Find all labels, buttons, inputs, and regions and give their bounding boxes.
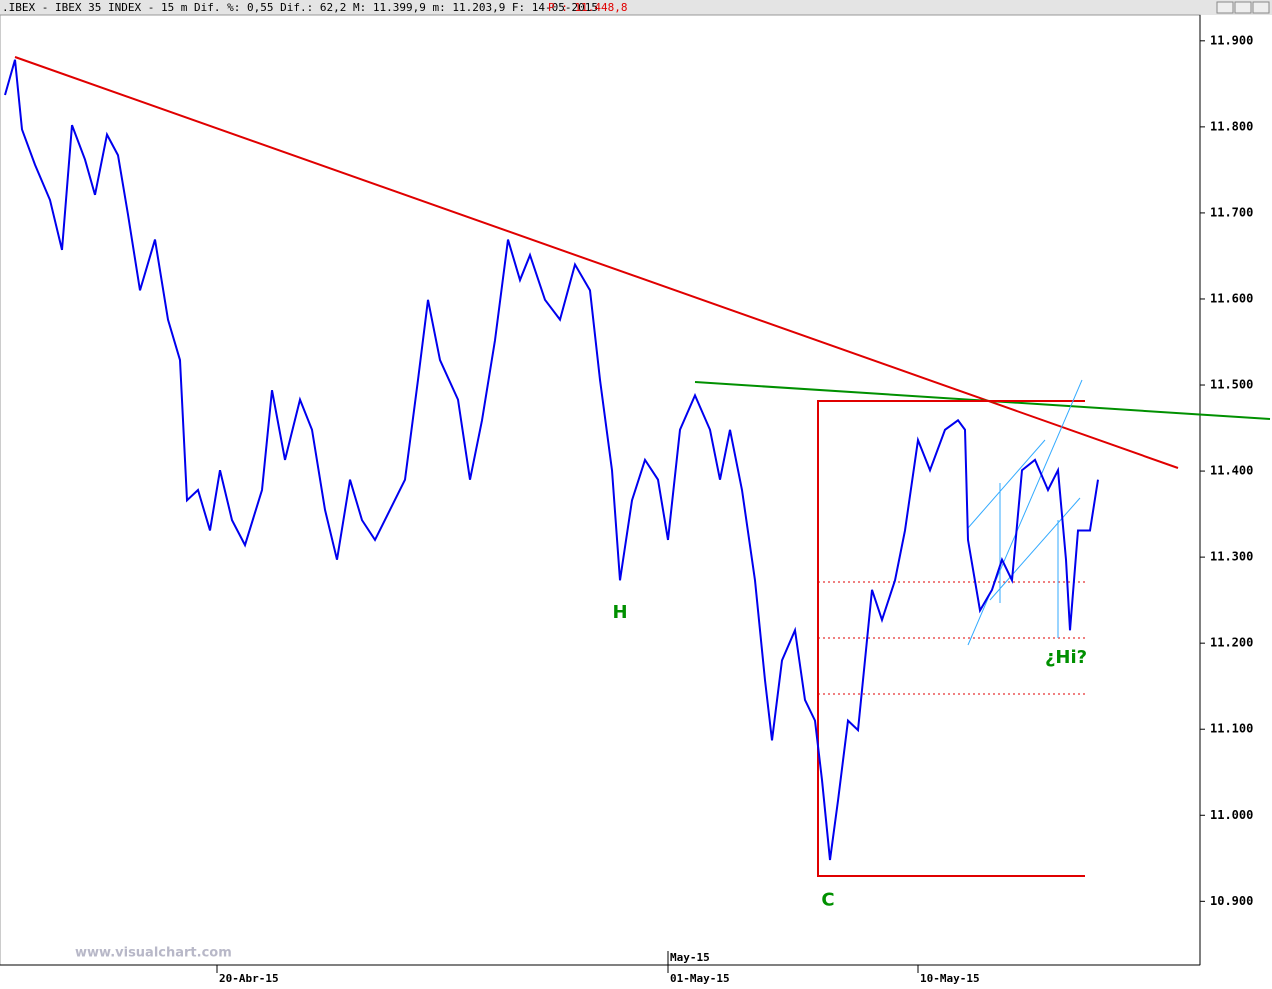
y-tick-label: 11.800: [1210, 119, 1253, 133]
price-line: [4, 59, 1099, 861]
y-tick-label: 11.900: [1210, 33, 1253, 47]
x-tick-label: 20-Abr-15: [219, 972, 279, 985]
channel: [967, 379, 1083, 646]
window-buttons[interactable]: [1216, 1, 1270, 14]
annotation: ¿Hi?: [1045, 647, 1087, 668]
y-tick-label: 11.000: [1210, 808, 1253, 822]
header-info: .IBEX - IBEX 35 INDEX - 15 m Dif. %: 0,5…: [2, 1, 598, 14]
y-tick-label: 11.300: [1210, 550, 1253, 564]
annotation: C: [821, 889, 834, 910]
y-tick-label: 10.900: [1210, 894, 1253, 908]
y-tick-label: 11.100: [1210, 722, 1253, 736]
header-bar: [0, 0, 1272, 15]
level-lines: [818, 581, 1085, 695]
y-tick-label: 11.500: [1210, 378, 1253, 392]
y-tick-label: 11.700: [1210, 205, 1253, 219]
watermark: www.visualchart.com: [75, 946, 232, 961]
annotation: H: [612, 602, 627, 623]
trend-line: [14, 56, 1179, 469]
y-tick-label: 11.200: [1210, 636, 1253, 650]
x-tick-label: 01-May-15: [670, 972, 730, 985]
x-period-label: May-15: [670, 951, 710, 964]
x-tick-label: 10-May-15: [920, 972, 980, 985]
y-tick-label: 11.400: [1210, 464, 1253, 478]
header-price: P : 11.448,8: [548, 1, 627, 14]
y-tick-label: 11.600: [1210, 291, 1253, 305]
